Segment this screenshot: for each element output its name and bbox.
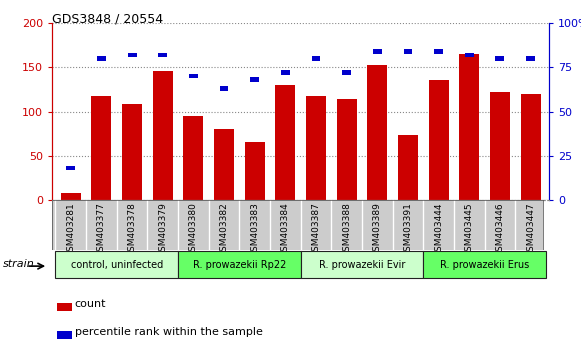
Text: GSM403447: GSM403447	[526, 202, 535, 257]
Bar	[311, 56, 321, 61]
Text: R. prowazekii Rp22: R. prowazekii Rp22	[193, 259, 286, 270]
Text: GSM403384: GSM403384	[281, 202, 290, 257]
Bar	[214, 129, 234, 200]
Bar	[66, 166, 75, 170]
Bar	[301, 251, 424, 278]
Bar	[306, 96, 326, 200]
Text: GSM403379: GSM403379	[158, 202, 167, 257]
Bar	[337, 99, 357, 200]
Text: GSM403388: GSM403388	[342, 202, 351, 257]
Text: GSM403380: GSM403380	[189, 202, 198, 257]
Bar	[424, 251, 546, 278]
Bar	[526, 56, 535, 61]
Bar	[55, 251, 178, 278]
Bar	[460, 54, 479, 200]
Bar	[61, 193, 81, 200]
Bar	[91, 96, 112, 200]
Bar	[429, 80, 449, 200]
Text: R. prowazekii Evir: R. prowazekii Evir	[319, 259, 405, 270]
Text: percentile rank within the sample: percentile rank within the sample	[74, 327, 263, 337]
Bar	[58, 331, 72, 339]
Text: GSM403389: GSM403389	[373, 202, 382, 257]
Bar	[398, 135, 418, 200]
Text: count: count	[74, 299, 106, 309]
Text: GSM403387: GSM403387	[311, 202, 321, 257]
Bar	[496, 56, 504, 61]
Bar	[490, 92, 510, 200]
Text: GSM403391: GSM403391	[403, 202, 413, 257]
Text: GSM403446: GSM403446	[496, 202, 504, 257]
Bar	[97, 56, 106, 61]
Bar	[275, 85, 295, 200]
Bar	[122, 104, 142, 200]
Text: R. prowazekii Erus: R. prowazekii Erus	[440, 259, 529, 270]
Bar	[373, 49, 382, 53]
Bar	[342, 70, 351, 75]
Bar	[128, 53, 137, 57]
Text: GSM403377: GSM403377	[97, 202, 106, 257]
Bar	[404, 49, 413, 53]
Text: GSM403382: GSM403382	[220, 202, 228, 257]
Text: GDS3848 / 20554: GDS3848 / 20554	[52, 12, 163, 25]
Bar	[281, 70, 290, 75]
Text: GSM403444: GSM403444	[434, 202, 443, 257]
Bar	[158, 53, 167, 57]
Bar	[465, 53, 474, 57]
Bar	[220, 86, 228, 91]
Bar	[184, 116, 203, 200]
Text: GSM403281: GSM403281	[66, 202, 75, 257]
Bar	[521, 94, 540, 200]
Bar	[178, 251, 301, 278]
Text: GSM403445: GSM403445	[465, 202, 474, 257]
Text: GSM403378: GSM403378	[127, 202, 137, 257]
Bar	[245, 142, 264, 200]
Bar	[153, 71, 173, 200]
Bar	[250, 78, 259, 82]
Bar	[434, 49, 443, 53]
Bar	[58, 303, 72, 311]
Text: GSM403383: GSM403383	[250, 202, 259, 257]
Bar	[367, 65, 388, 200]
Text: strain: strain	[3, 259, 35, 269]
Bar	[189, 74, 198, 78]
Text: control, uninfected: control, uninfected	[70, 259, 163, 270]
